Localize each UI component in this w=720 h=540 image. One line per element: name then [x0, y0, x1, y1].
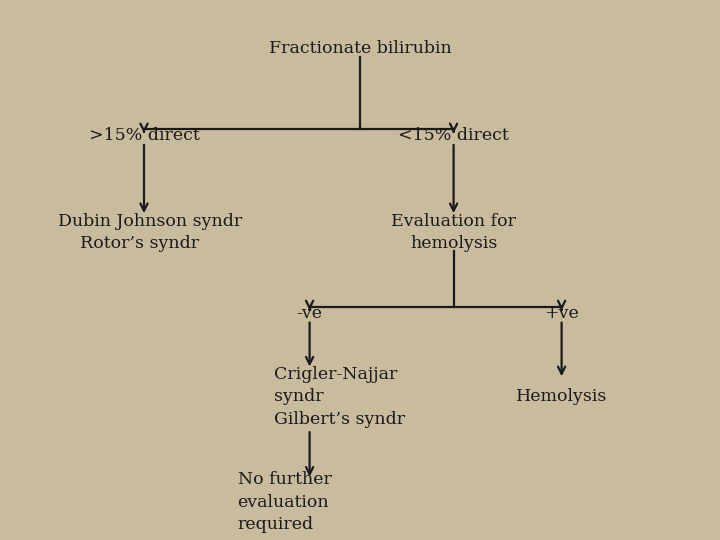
Text: <15% direct: <15% direct — [398, 126, 509, 144]
Text: -ve: -ve — [297, 305, 323, 322]
Text: No further
evaluation
required: No further evaluation required — [238, 471, 331, 533]
Text: >15% direct: >15% direct — [89, 126, 199, 144]
Text: +ve: +ve — [544, 305, 579, 322]
Text: Fractionate bilirubin: Fractionate bilirubin — [269, 40, 451, 57]
Text: Crigler-Najjar
syndr
Gilbert’s syndr: Crigler-Najjar syndr Gilbert’s syndr — [274, 366, 405, 428]
Text: Evaluation for
hemolysis: Evaluation for hemolysis — [391, 213, 516, 252]
Text: Hemolysis: Hemolysis — [516, 388, 607, 406]
Text: Dubin Johnson syndr
    Rotor’s syndr: Dubin Johnson syndr Rotor’s syndr — [58, 213, 242, 252]
